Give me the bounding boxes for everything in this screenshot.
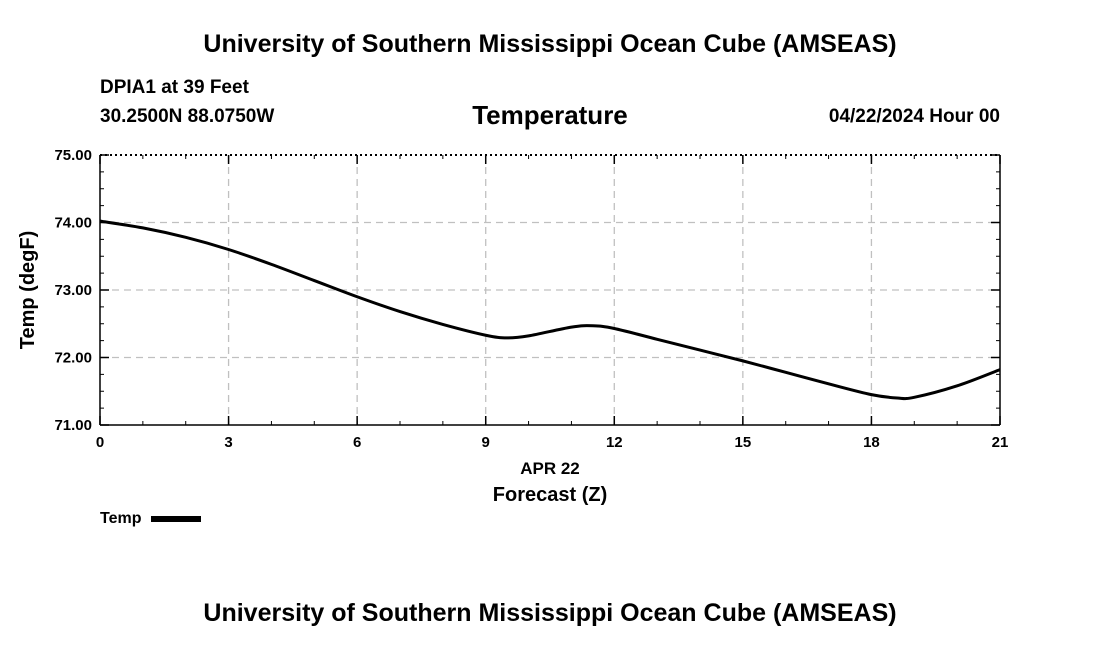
- x-tick-label: 12: [606, 434, 623, 451]
- y-tick-label: 75.00: [54, 147, 92, 164]
- legend-label: Temp: [100, 510, 142, 527]
- y-tick-label: 73.00: [54, 282, 92, 299]
- x-date-label: APR 22: [520, 459, 580, 478]
- y-tick-label: 71.00: [54, 417, 92, 434]
- x-tick-label: 6: [353, 434, 361, 451]
- y-axis-label: Temp (degF): [17, 231, 39, 350]
- series-line-temp: [99, 219, 1001, 401]
- footer-title: University of Southern Mississippi Ocean…: [203, 599, 897, 627]
- y-tick-label: 72.00: [54, 350, 92, 367]
- x-tick-label: 21: [992, 434, 1009, 451]
- legend-line-swatch: [151, 516, 202, 522]
- y-tick-label: 74.00: [54, 215, 92, 232]
- forecast-date: 04/22/2024 Hour 00: [828, 106, 1000, 127]
- coordinates-label: 30.2500N 88.0750W: [100, 106, 275, 127]
- station-label: DPIA1 at 39 Feet: [100, 77, 249, 98]
- x-tick-label: 15: [735, 434, 752, 451]
- x-tick-label: 0: [96, 434, 104, 451]
- x-tick-label: 18: [863, 434, 880, 451]
- x-tick-label: 3: [224, 434, 232, 451]
- legend: Temp: [100, 510, 202, 528]
- x-tick-label: 9: [482, 434, 490, 451]
- variable-title: Temperature: [472, 100, 628, 130]
- main-title: University of Southern Mississippi Ocean…: [203, 30, 897, 58]
- x-axis-label: Forecast (Z): [493, 484, 607, 506]
